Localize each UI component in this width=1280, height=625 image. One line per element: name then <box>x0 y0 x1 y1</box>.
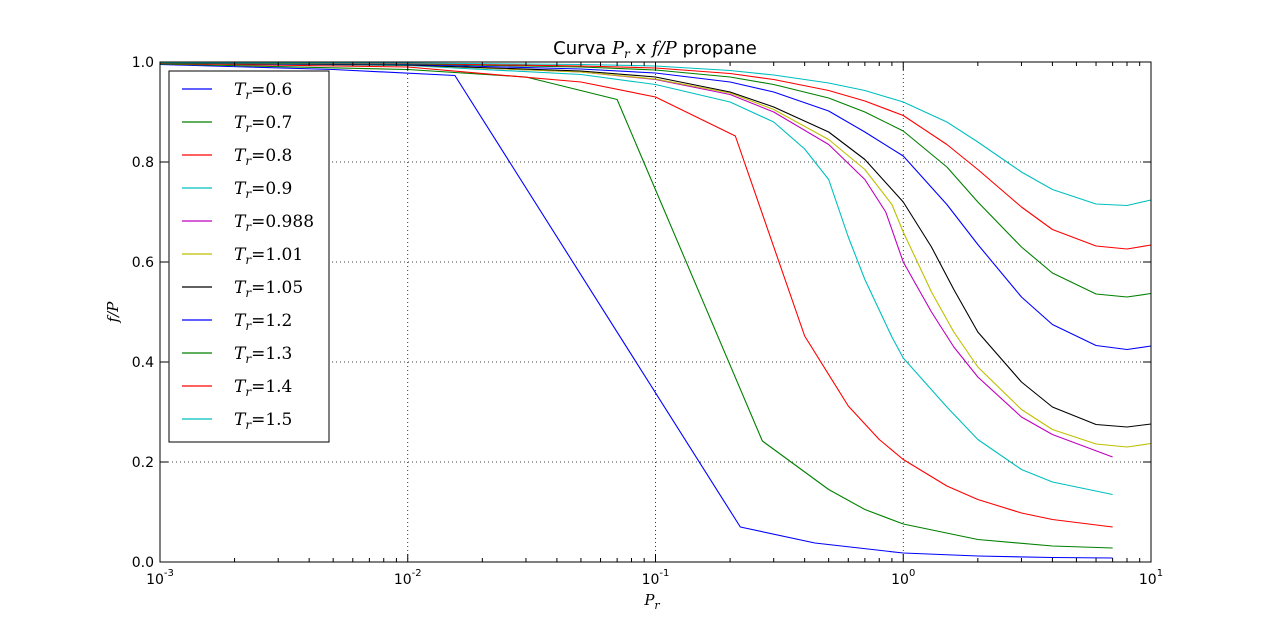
legend-label: Tr=1.4 <box>234 377 292 399</box>
legend-symbol: T <box>234 179 247 199</box>
y-tick-label: 1.0 <box>132 55 154 71</box>
title-middle: x <box>630 38 652 59</box>
legend-entries: Tr=0.6Tr=0.7Tr=0.8Tr=0.9Tr=0.988Tr=1.01T… <box>182 80 314 432</box>
series-line <box>159 62 1152 428</box>
x-tick-exponent: -1 <box>659 568 669 579</box>
x-tick-base: 10 <box>642 572 660 588</box>
legend-subscript: r <box>245 187 252 201</box>
y-tick-label: 0.0 <box>132 555 154 571</box>
chart-title: Curva Pr x f/P propane <box>553 38 757 61</box>
x-tick-exponent: 1 <box>1157 568 1163 579</box>
legend-label: Tr=1.05 <box>234 278 303 300</box>
legend: Tr=0.6Tr=0.7Tr=0.8Tr=0.9Tr=0.988Tr=1.01T… <box>168 70 330 443</box>
series-line <box>159 63 1113 549</box>
title-suffix: propane <box>677 38 757 59</box>
legend-label: Tr=0.8 <box>234 146 292 168</box>
legend-value: =1.3 <box>251 344 292 364</box>
x-tick-exponent: -3 <box>164 568 174 579</box>
series-line <box>159 62 1113 528</box>
legend-label: Tr=1.5 <box>234 410 292 432</box>
y-tick-label: 0.2 <box>132 455 154 471</box>
x-tick-label: 101 <box>1139 568 1163 588</box>
x-tick-label: 10-1 <box>642 568 670 588</box>
series-line <box>159 61 1152 250</box>
legend-symbol: T <box>234 146 247 166</box>
title-math-p: P <box>611 38 625 59</box>
legend-label: Tr=0.9 <box>234 179 292 201</box>
y-tick-label: 0.8 <box>132 155 154 171</box>
legend-subscript: r <box>245 253 252 267</box>
x-tick-base: 10 <box>891 572 909 588</box>
legend-subscript: r <box>245 220 252 234</box>
series-line <box>159 62 1152 351</box>
series-group <box>159 61 1152 559</box>
title-math-p-sub: r <box>624 47 631 61</box>
x-tick-base: 10 <box>146 572 164 588</box>
legend-subscript: r <box>245 418 252 432</box>
legend-value: =0.988 <box>251 212 314 232</box>
legend-subscript: r <box>245 352 252 366</box>
legend-value: =0.9 <box>251 179 292 199</box>
legend-symbol: T <box>234 113 247 133</box>
legend-subscript: r <box>245 385 252 399</box>
legend-subscript: r <box>245 154 252 168</box>
x-tick-labels: 10-3 10-2 10-1 100 101 <box>146 568 1163 588</box>
legend-value: =1.4 <box>251 377 292 397</box>
legend-value: =0.8 <box>251 146 292 166</box>
x-tick-label: 10-2 <box>394 568 422 588</box>
legend-label: Tr=0.6 <box>234 80 292 102</box>
y-tick-label: 0.4 <box>132 355 154 371</box>
legend-value: =1.5 <box>251 410 292 430</box>
series-line <box>159 62 1152 298</box>
legend-label: Tr=1.3 <box>234 344 292 366</box>
x-tick-label: 100 <box>891 568 915 588</box>
x-tick-label: 10-3 <box>146 568 174 588</box>
y-axis-label: f/P <box>104 301 122 324</box>
title-math-fp: f/P <box>650 38 678 59</box>
x-axis-label-main: P <box>643 591 655 609</box>
legend-symbol: T <box>234 245 247 265</box>
legend-label: Tr=0.988 <box>234 212 314 234</box>
legend-subscript: r <box>245 286 252 300</box>
y-tick-label: 0.6 <box>132 255 154 271</box>
legend-value: =1.2 <box>251 311 292 331</box>
legend-subscript: r <box>245 319 252 333</box>
legend-value: =1.01 <box>251 245 303 265</box>
title-prefix: Curva <box>553 38 612 59</box>
x-tick-exponent: -2 <box>412 568 422 579</box>
legend-symbol: T <box>234 212 247 232</box>
series-line <box>159 62 1113 496</box>
legend-symbol: T <box>234 344 247 364</box>
legend-symbol: T <box>234 278 247 298</box>
legend-value: =0.6 <box>251 80 292 100</box>
legend-value: =1.05 <box>251 278 303 298</box>
x-tick-base: 10 <box>394 572 412 588</box>
series-line <box>159 62 1152 448</box>
legend-subscript: r <box>245 121 252 135</box>
legend-value: =0.7 <box>251 113 292 133</box>
y-tick-labels: 0.0 0.2 0.4 0.6 0.8 1.0 <box>132 55 154 571</box>
x-axis-label-sub: r <box>654 599 660 612</box>
legend-symbol: T <box>234 311 247 331</box>
ticks <box>159 61 1152 563</box>
grid <box>160 62 1151 562</box>
series-line <box>159 61 1152 207</box>
x-tick-base: 10 <box>1139 572 1157 588</box>
x-axis-label: Pr <box>643 591 660 612</box>
legend-symbol: T <box>234 80 247 100</box>
legend-symbol: T <box>234 377 247 397</box>
x-tick-exponent: 0 <box>909 568 915 579</box>
legend-label: Tr=1.2 <box>234 311 292 333</box>
series-line <box>159 63 1113 559</box>
legend-symbol: T <box>234 410 247 430</box>
legend-label: Tr=1.01 <box>234 245 303 267</box>
legend-subscript: r <box>245 88 252 102</box>
legend-label: Tr=0.7 <box>234 113 292 135</box>
legend-box <box>168 70 330 443</box>
